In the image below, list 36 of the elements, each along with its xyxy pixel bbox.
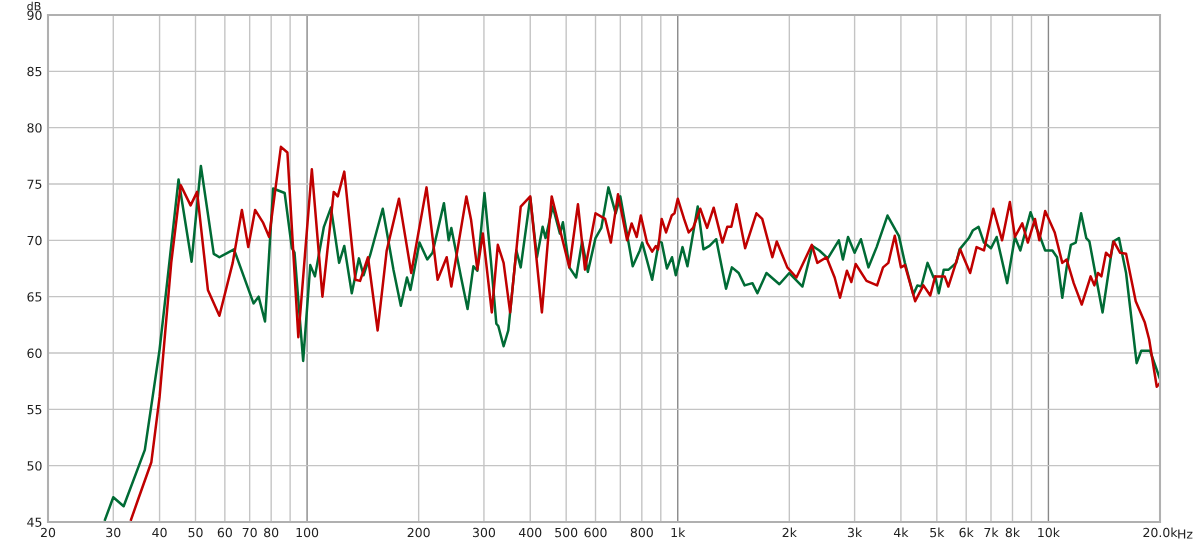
x-tick-label: 100	[296, 527, 319, 538]
x-tick-label: 2k	[782, 527, 797, 538]
y-axis-title: dB	[27, 1, 41, 11]
y-tick-label: 65	[27, 292, 42, 302]
x-tick-label: 20.0k	[1143, 527, 1178, 538]
y-tick-label: 55	[27, 404, 42, 415]
x-axis-title: Hz	[1178, 529, 1193, 539]
x-tick-label: 200	[407, 527, 430, 538]
x-tick-label: 400	[518, 527, 542, 538]
x-tick-label: 40	[152, 527, 167, 538]
y-tick-label: 85	[27, 66, 42, 77]
y-tick-label: 50	[27, 461, 42, 471]
y-tick-label: 75	[27, 179, 42, 189]
x-tick-label: 800	[630, 527, 653, 538]
y-tick-label: 90	[27, 10, 42, 20]
x-tick-label: 8k	[1005, 527, 1021, 538]
x-tick-label: 5k	[930, 527, 945, 538]
x-tick-label: 50	[188, 527, 203, 538]
x-tick-label: 20	[40, 527, 56, 538]
x-tick-label: 6k	[959, 527, 974, 538]
y-tick-label: 80	[27, 123, 42, 133]
x-tick-label: 600	[584, 527, 607, 538]
y-tick-label: 60	[27, 348, 42, 358]
x-tick-label: 7k	[984, 527, 999, 538]
x-tick-label: 500	[555, 527, 578, 538]
x-tick-label: 70	[242, 527, 257, 538]
x-tick-label: 10k	[1038, 527, 1060, 538]
y-tick-label: 70	[27, 235, 42, 246]
x-tick-label: 4k	[893, 527, 909, 538]
x-tick-label: 3k	[847, 527, 863, 538]
x-tick-label: 1k	[671, 527, 686, 538]
y-tick-label: 45	[27, 517, 42, 527]
x-tick-label: 30	[106, 527, 121, 538]
x-tick-label: 80	[264, 527, 279, 538]
x-tick-label: 300	[472, 527, 496, 538]
x-tick-label: 60	[217, 527, 232, 538]
